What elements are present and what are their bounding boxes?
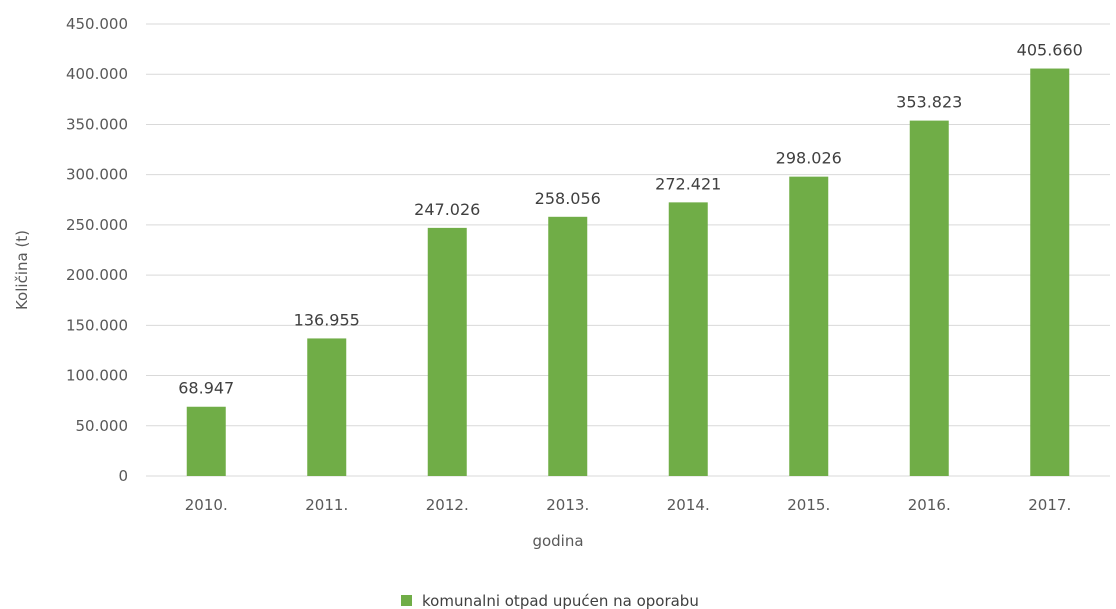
data-label: 298.026 — [776, 149, 842, 168]
x-axis-title: godina — [532, 532, 583, 550]
data-label: 405.660 — [1017, 41, 1083, 60]
y-axis-tick-labels: 0 50.000 100.000 150.000 200.000 250.000 300.0… — [66, 15, 128, 485]
data-labels: 68.947 136.955 247.026 258.056 272.421 298.02… — [178, 41, 1083, 398]
bar — [186, 406, 226, 476]
legend-swatch — [401, 595, 412, 606]
y-axis-title: Količina (t) — [13, 230, 31, 310]
x-tick-label: 2011. — [305, 496, 348, 514]
y-tick-label: 100.000 — [66, 367, 128, 385]
gridlines — [146, 23, 1110, 477]
bar — [789, 176, 829, 476]
y-tick-label: 350.000 — [66, 115, 128, 133]
x-tick-label: 2014. — [667, 496, 710, 514]
y-tick-label: 0 — [118, 467, 128, 485]
x-tick-label: 2010. — [185, 496, 228, 514]
bar — [427, 227, 467, 476]
x-axis-tick-labels: 2010. 2011. 2012. 2013. 2014. 2015. 2016. 2017. — [185, 496, 1071, 514]
x-tick-label: 2015. — [787, 496, 830, 514]
data-label: 258.056 — [535, 189, 601, 208]
bars — [186, 68, 1070, 477]
legend-label: komunalni otpad upućen na oporabu — [422, 592, 699, 609]
x-tick-label: 2013. — [546, 496, 589, 514]
data-label: 272.421 — [655, 174, 721, 193]
y-tick-label: 50.000 — [76, 417, 129, 435]
y-tick-label: 450.000 — [66, 15, 128, 33]
y-tick-label: 300.000 — [66, 166, 128, 184]
data-label: 247.026 — [414, 200, 480, 219]
x-tick-label: 2017. — [1028, 496, 1071, 514]
x-tick-label: 2016. — [908, 496, 951, 514]
bar — [548, 216, 588, 476]
data-label: 136.955 — [294, 310, 360, 329]
bar — [909, 120, 949, 476]
data-label: 68.947 — [178, 379, 234, 398]
bar — [1030, 68, 1070, 477]
y-tick-label: 150.000 — [66, 316, 128, 334]
y-tick-label: 400.000 — [66, 65, 128, 83]
bar — [668, 202, 708, 477]
legend: komunalni otpad upućen na oporabu — [401, 592, 699, 609]
data-label: 353.823 — [896, 93, 962, 112]
x-tick-label: 2012. — [426, 496, 469, 514]
bar — [307, 338, 347, 476]
y-tick-label: 200.000 — [66, 266, 128, 284]
y-tick-label: 250.000 — [66, 216, 128, 234]
